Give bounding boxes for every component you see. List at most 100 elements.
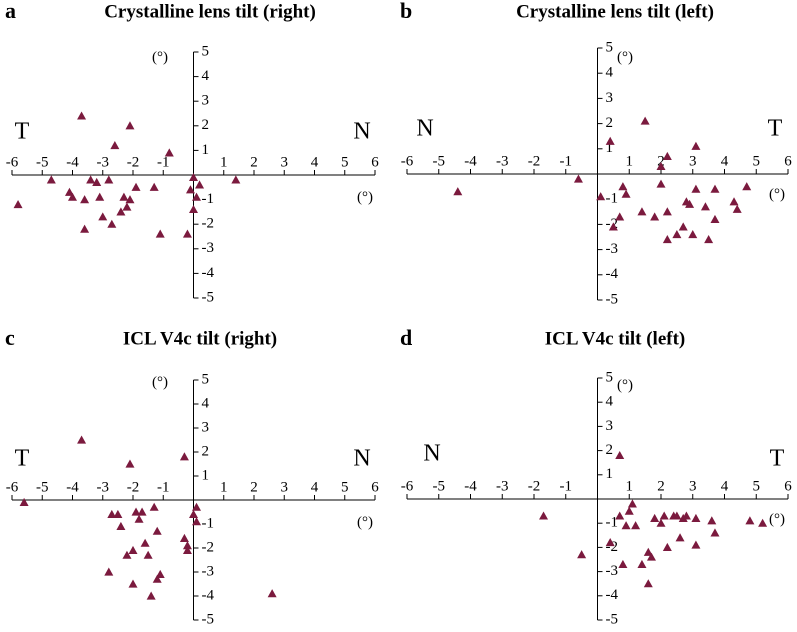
y-tick-label: 5 xyxy=(202,371,210,387)
point xyxy=(637,207,647,216)
x-unit: (°) xyxy=(769,186,785,202)
x-tick-label: 3 xyxy=(281,154,289,170)
y-tick-label: 5 xyxy=(606,39,614,55)
x-tick-label: 2 xyxy=(657,478,665,494)
x-tick-label: 4 xyxy=(721,153,729,169)
y-tick-label: -5 xyxy=(202,611,215,627)
point xyxy=(113,509,123,518)
y-tick-label: 2 xyxy=(202,117,210,133)
point xyxy=(86,175,96,184)
point xyxy=(143,550,153,559)
point xyxy=(179,533,189,542)
point xyxy=(134,514,144,523)
point xyxy=(119,192,129,201)
y-tick-label: -2 xyxy=(202,539,215,555)
y-tick-label: 4 xyxy=(202,68,210,84)
point xyxy=(672,229,682,239)
x-tick-label: -6 xyxy=(401,478,414,494)
point xyxy=(140,538,150,547)
side-label: T xyxy=(15,446,30,472)
point xyxy=(691,184,701,193)
point xyxy=(650,513,660,522)
x-tick-label: -2 xyxy=(127,154,140,170)
panel-title: Crystalline lens tilt (left) xyxy=(516,1,714,22)
y-unit: (°) xyxy=(617,49,633,65)
side-label: T xyxy=(15,119,30,145)
y-tick-label: -1 xyxy=(202,191,215,207)
x-tick-label: 4 xyxy=(721,478,729,494)
y-tick-label: -4 xyxy=(606,587,619,603)
y-tick-label: -3 xyxy=(202,563,215,579)
x-tick-label: -5 xyxy=(36,154,49,170)
x-tick-label: -1 xyxy=(157,154,170,170)
point xyxy=(656,161,666,171)
point xyxy=(189,172,198,182)
x-tick-label: 6 xyxy=(371,154,379,170)
point xyxy=(707,516,717,525)
point xyxy=(131,182,141,191)
y-tick-label: 3 xyxy=(606,418,614,434)
side-label: T xyxy=(770,446,785,472)
x-tick-label: -1 xyxy=(157,479,170,495)
point xyxy=(656,518,666,527)
point xyxy=(627,499,637,508)
point xyxy=(631,521,641,530)
x-tick-label: 2 xyxy=(657,153,665,169)
x-tick-label: 3 xyxy=(689,478,697,494)
y-tick-label: 1 xyxy=(606,466,614,482)
x-tick-label: 5 xyxy=(341,154,349,170)
y-tick-label: -3 xyxy=(606,241,619,257)
point xyxy=(618,182,628,191)
point xyxy=(46,175,56,184)
point xyxy=(577,550,587,559)
point xyxy=(621,189,631,198)
point xyxy=(539,511,549,520)
point xyxy=(19,497,29,506)
point xyxy=(675,533,685,542)
y-tick-label: 4 xyxy=(606,394,614,410)
point xyxy=(662,235,672,244)
point xyxy=(110,140,120,150)
x-tick-label: -2 xyxy=(528,478,541,494)
point xyxy=(685,199,695,208)
point xyxy=(267,589,277,598)
x-tick-label: -1 xyxy=(560,153,573,169)
y-unit: (°) xyxy=(152,49,168,65)
point xyxy=(155,569,165,578)
x-tick-label: 2 xyxy=(250,479,258,495)
x-tick-label: 6 xyxy=(371,479,379,495)
y-tick-label: 2 xyxy=(202,443,210,459)
point xyxy=(659,511,669,520)
point xyxy=(691,141,701,150)
x-tick-label: 1 xyxy=(626,153,634,169)
point xyxy=(189,204,198,214)
point xyxy=(128,545,138,554)
point xyxy=(125,195,135,204)
point xyxy=(231,175,241,184)
y-tick-label: -2 xyxy=(202,216,215,232)
point xyxy=(77,435,87,444)
y-tick-label: -1 xyxy=(606,191,619,207)
x-tick-label: -5 xyxy=(36,479,49,495)
x-tick-label: 1 xyxy=(220,154,228,170)
x-tick-label: 5 xyxy=(753,153,761,169)
y-tick-label: 4 xyxy=(202,395,210,411)
side-label: N xyxy=(423,441,440,467)
point xyxy=(615,450,625,460)
y-tick-label: 2 xyxy=(606,442,614,458)
point xyxy=(710,528,720,537)
point xyxy=(605,538,615,547)
y-tick-label: -1 xyxy=(606,515,619,531)
x-unit: (°) xyxy=(357,189,373,205)
point xyxy=(13,200,23,209)
x-tick-label: -4 xyxy=(464,478,477,494)
x-tick-label: 6 xyxy=(784,153,792,169)
point xyxy=(137,507,147,516)
x-tick-label: 4 xyxy=(311,154,319,170)
point xyxy=(624,506,634,515)
y-tick-label: -5 xyxy=(606,291,619,307)
point xyxy=(681,511,691,520)
point xyxy=(710,184,720,193)
panel-label: d xyxy=(400,325,412,350)
point xyxy=(745,516,755,525)
